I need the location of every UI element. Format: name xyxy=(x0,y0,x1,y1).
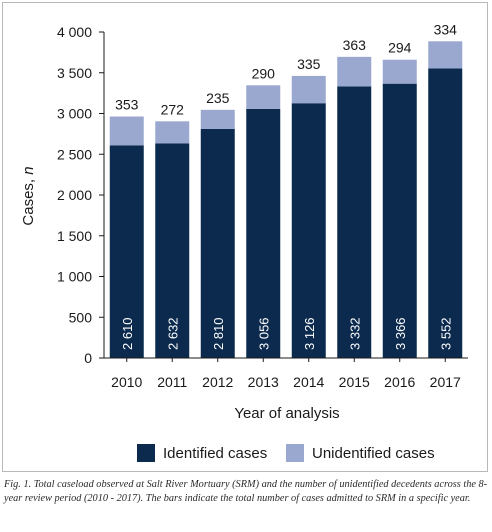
y-tick-label: 1 500 xyxy=(57,228,92,244)
x-tick-label: 2014 xyxy=(293,374,324,390)
data-label-unidentified: 235 xyxy=(206,90,230,106)
y-tick-label: 500 xyxy=(69,309,93,325)
y-tick-label: 1 000 xyxy=(57,269,92,285)
data-label-identified: 2 632 xyxy=(165,317,180,350)
bars-layer: 2 610 353 2 632 272 2 810 235 3 056 290 3 126 335… xyxy=(109,21,463,359)
bar-identified xyxy=(155,143,190,358)
legend-label-identified: Identified cases xyxy=(163,445,267,462)
x-tick-label: 2017 xyxy=(430,374,461,390)
y-tick-label: 2 000 xyxy=(57,187,92,203)
y-tick-label: 4 000 xyxy=(57,24,92,40)
y-tick-label: 3 500 xyxy=(57,65,92,81)
y-tick-label: 3 000 xyxy=(57,106,92,122)
bar-unidentified xyxy=(200,109,235,129)
data-label-unidentified: 335 xyxy=(297,56,321,72)
x-tick-label: 2010 xyxy=(111,374,142,390)
bar-identified xyxy=(246,108,281,358)
legend-swatch-unidentified xyxy=(286,444,304,462)
y-tick-label: 0 xyxy=(84,350,92,366)
data-label-identified: 3 056 xyxy=(256,317,271,350)
bar-identified xyxy=(337,86,372,358)
data-label-identified: 3 332 xyxy=(347,317,362,350)
bar-unidentified xyxy=(291,75,326,104)
bar-unidentified xyxy=(382,59,417,84)
x-tick-label: 2012 xyxy=(202,374,233,390)
bar-unidentified xyxy=(109,116,144,146)
x-tick-label: 2011 xyxy=(157,374,187,390)
figure-caption: Fig. 1. Total caseload observed at Salt … xyxy=(4,479,488,504)
legend-swatch-identified xyxy=(137,444,155,462)
bar-unidentified xyxy=(155,121,190,144)
y-axis: 0 500 1 000 1 500 2 000 2 500 3 000 3 500 4 000 xyxy=(57,24,104,366)
bar-unidentified xyxy=(428,41,463,69)
x-tick-label: 2016 xyxy=(384,374,415,390)
legend: Identified cases Unidentified cases xyxy=(137,444,435,462)
bar-identified xyxy=(200,128,235,358)
data-label-unidentified: 363 xyxy=(343,37,367,53)
bar-unidentified xyxy=(246,85,281,109)
data-label-unidentified: 334 xyxy=(434,21,458,37)
bar-identified xyxy=(428,68,463,359)
y-tick-label: 2 500 xyxy=(57,146,92,162)
x-axis: 2010 2011 2012 2013 2014 2015 2016 2017 xyxy=(111,358,461,390)
data-label-unidentified: 353 xyxy=(115,97,139,113)
data-label-identified: 3 552 xyxy=(438,317,453,350)
bar-identified xyxy=(382,83,417,359)
x-tick-label: 2013 xyxy=(248,374,279,390)
chart-frame xyxy=(2,2,488,472)
data-label-identified: 2 810 xyxy=(211,317,226,350)
bar-unidentified xyxy=(337,56,372,87)
bar-identified xyxy=(291,103,326,358)
y-axis-title: Cases, n xyxy=(20,166,37,225)
data-label-identified: 3 126 xyxy=(302,317,317,350)
x-axis-title: Year of analysis xyxy=(234,405,339,422)
data-label-unidentified: 290 xyxy=(252,65,276,81)
legend-label-unidentified: Unidentified cases xyxy=(312,445,435,462)
x-tick-label: 2015 xyxy=(339,374,370,390)
data-label-unidentified: 272 xyxy=(161,101,185,117)
bar-identified xyxy=(109,145,144,358)
data-label-identified: 2 610 xyxy=(120,317,135,350)
data-label-identified: 3 366 xyxy=(393,317,408,350)
data-label-unidentified: 294 xyxy=(388,40,412,56)
